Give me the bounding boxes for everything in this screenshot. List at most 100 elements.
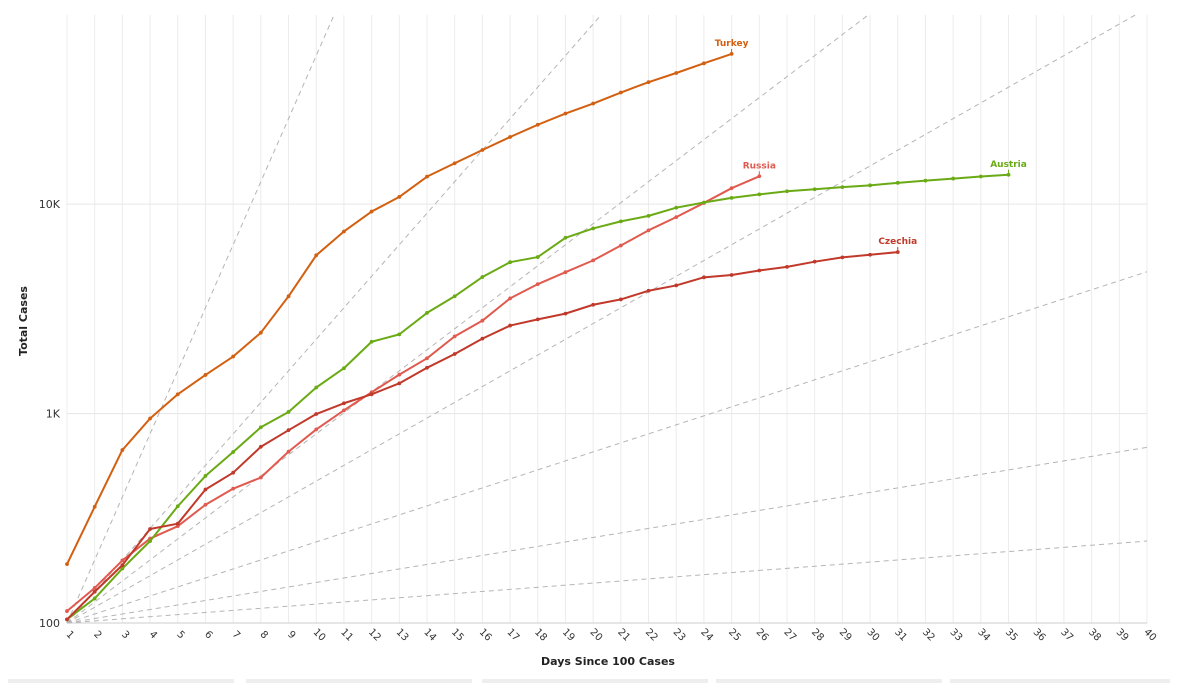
x-tick-label: 23: [671, 627, 688, 644]
y-tick-label: 1K: [46, 408, 61, 421]
data-point: [757, 174, 762, 179]
data-point: [646, 80, 651, 85]
data-point: [65, 617, 69, 622]
data-point: [535, 317, 540, 322]
x-tick-label: 39: [1114, 627, 1131, 644]
x-tick-label: 25: [726, 627, 743, 644]
data-point: [508, 260, 512, 265]
x-tick-label: 27: [781, 627, 798, 644]
data-point: [895, 250, 900, 254]
data-point: [342, 229, 346, 234]
x-tick-label: 7: [230, 629, 242, 641]
data-point: [618, 219, 623, 224]
data-point: [480, 318, 485, 323]
data-point: [729, 195, 734, 200]
x-tick-label: 36: [1031, 627, 1048, 644]
data-point: [258, 475, 263, 480]
data-point: [480, 148, 485, 152]
x-tick-label: 40: [1141, 627, 1158, 644]
x-tick-label: 35: [1003, 627, 1020, 644]
data-point: [203, 502, 208, 507]
data-point: [175, 521, 180, 526]
data-point: [258, 425, 263, 430]
data-point: [369, 392, 374, 397]
data-point: [452, 161, 457, 166]
x-tick-label: 10: [311, 627, 328, 644]
series-line-russia: [66, 175, 760, 612]
data-point: [397, 195, 402, 199]
data-point: [840, 185, 845, 190]
data-point: [148, 539, 152, 544]
data-point: [895, 180, 900, 185]
x-tick-label: 18: [532, 627, 549, 644]
data-point: [148, 527, 152, 531]
data-point: [231, 470, 236, 475]
y-tick-label: 10K: [39, 198, 61, 211]
data-point: [258, 330, 263, 335]
bottom-divider: [482, 679, 708, 683]
data-point: [646, 288, 651, 293]
series-label-russia: Russia: [743, 161, 776, 171]
x-tick-label: 15: [449, 627, 466, 644]
data-point: [286, 294, 291, 299]
data-point: [591, 258, 596, 263]
data-point: [812, 187, 817, 192]
data-point: [369, 209, 374, 214]
x-tick-label: 14: [421, 627, 438, 644]
x-tick-label: 22: [643, 627, 660, 644]
data-point: [425, 356, 429, 361]
data-point: [92, 586, 97, 590]
data-point: [314, 412, 319, 416]
x-tick-label: 31: [892, 627, 909, 644]
data-point: [729, 186, 734, 191]
data-point: [618, 90, 623, 95]
data-point: [425, 311, 429, 315]
data-point: [452, 352, 457, 356]
data-point: [646, 228, 651, 233]
x-tick-label: 21: [615, 627, 632, 644]
x-tick-label: 16: [477, 627, 494, 644]
doubling-line: [66, 14, 1136, 624]
data-point: [231, 450, 236, 454]
data-point: [868, 183, 872, 188]
data-point: [840, 255, 845, 260]
data-point: [480, 275, 485, 279]
data-point: [563, 311, 568, 316]
x-tick-label: 24: [698, 627, 715, 644]
x-tick-label: 26: [754, 627, 771, 644]
x-tick-label: 33: [948, 627, 965, 644]
data-point: [508, 135, 512, 139]
doubling-reference-lines: [66, 14, 1148, 624]
data-point: [702, 275, 706, 280]
x-tick-label: 38: [1086, 627, 1103, 644]
data-point: [286, 428, 291, 433]
data-point: [785, 264, 789, 269]
data-point: [563, 270, 568, 275]
doubling-line: [66, 271, 1148, 624]
data-point: [120, 566, 125, 571]
data-point: [535, 255, 540, 259]
data-point: [314, 385, 319, 390]
x-tick-label: 4: [147, 629, 159, 641]
data-point: [674, 71, 679, 75]
data-point: [425, 365, 429, 370]
data-point: [674, 283, 679, 288]
doubling-line: [66, 14, 869, 624]
data-point: [646, 213, 651, 218]
x-tick-label: 28: [809, 627, 826, 644]
y-axis-ticks: 100 1K 10K: [39, 198, 61, 630]
data-point: [175, 504, 180, 509]
data-point: [203, 487, 208, 492]
x-tick-label: 32: [920, 627, 937, 644]
data-point: [508, 323, 512, 328]
data-point: [397, 372, 402, 377]
x-tick-label: 29: [837, 627, 854, 644]
data-point: [175, 392, 180, 397]
data-point: [923, 178, 928, 183]
bottom-divider: [246, 679, 472, 683]
bottom-divider: [8, 679, 234, 683]
data-point: [618, 297, 623, 302]
x-tick-label: 13: [394, 627, 411, 644]
doubling-line: [66, 540, 1148, 624]
data-point: [591, 101, 596, 106]
